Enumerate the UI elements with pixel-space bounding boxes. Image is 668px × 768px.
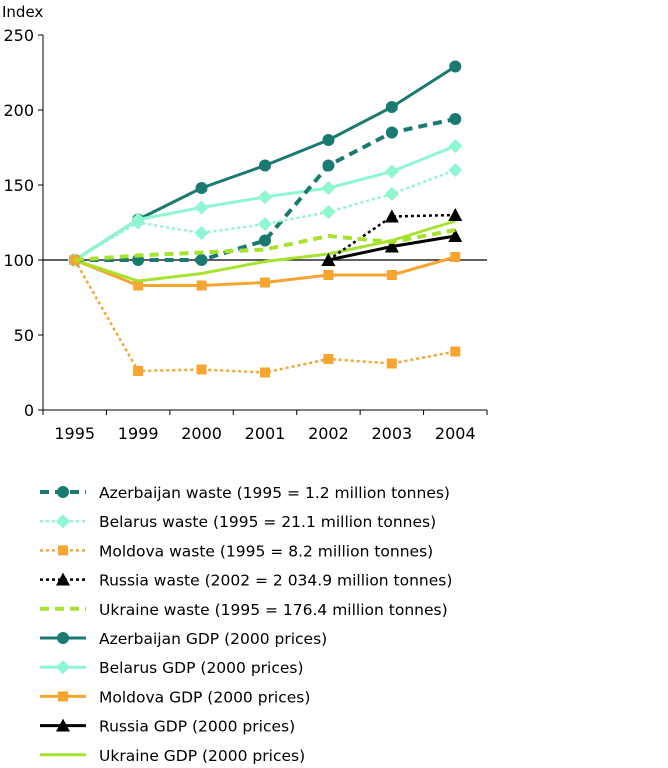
- legend-swatch-marker: [58, 691, 68, 702]
- legend-label: Ukraine waste (1995 = 176.4 million tonn…: [99, 601, 448, 619]
- data-point: [448, 139, 463, 153]
- y-tick-label: 100: [3, 251, 34, 270]
- y-tick-label: 50: [14, 326, 34, 345]
- data-point: [448, 208, 463, 221]
- legend-label: Russia waste (2002 = 2 034.9 million ton…: [99, 572, 452, 590]
- data-point: [259, 159, 271, 172]
- legend-swatch-marker: [56, 514, 70, 529]
- series-line: [327, 213, 456, 262]
- data-point: [321, 181, 336, 195]
- data-point: [449, 60, 462, 73]
- legend-swatch-marker: [58, 545, 68, 556]
- legend-label: Russia GDP (2000 prices): [99, 718, 295, 736]
- legend-label: Azerbaijan waste (1995 = 1.2 million ton…: [99, 484, 450, 502]
- legend-swatch-marker: [56, 660, 70, 675]
- legend-item-8: Russia GDP (2000 prices): [40, 718, 295, 736]
- data-point: [133, 280, 144, 291]
- series-0: [68, 113, 462, 266]
- data-point: [384, 164, 399, 179]
- legend-item-9: Ukraine GDP (2000 prices): [40, 747, 305, 765]
- data-point: [131, 215, 146, 230]
- y-axis-title: Index: [2, 3, 43, 21]
- legend-item-3: Russia waste (2002 = 2 034.9 million ton…: [40, 572, 452, 590]
- legend-item-7: Moldova GDP (2000 prices): [40, 688, 310, 706]
- series-1: [67, 163, 463, 267]
- data-point: [322, 134, 335, 146]
- data-point: [386, 358, 397, 369]
- data-point: [323, 270, 334, 280]
- series-7: [69, 252, 461, 291]
- legend-swatch-marker: [57, 486, 69, 498]
- legend: Azerbaijan waste (1995 = 1.2 million ton…: [40, 484, 452, 765]
- x-tick-label: 2002: [308, 424, 349, 443]
- legend-label: Belarus GDP (2000 prices): [99, 659, 304, 677]
- data-point: [260, 367, 270, 378]
- data-point: [194, 200, 209, 215]
- data-point: [322, 159, 335, 172]
- x-tick-label: 2003: [371, 424, 412, 443]
- series-line: [74, 228, 456, 262]
- data-point: [450, 346, 461, 357]
- legend-item-0: Azerbaijan waste (1995 = 1.2 million ton…: [40, 484, 450, 502]
- x-tick-label: 2004: [435, 424, 476, 443]
- series-3: [321, 208, 463, 266]
- legend-item-2: Moldova waste (1995 = 8.2 million tonnes…: [40, 542, 433, 560]
- data-point: [195, 254, 208, 266]
- y-tick-label: 200: [3, 101, 34, 120]
- legend-label: Moldova GDP (2000 prices): [99, 688, 310, 706]
- legend-label: Belarus waste (1995 = 21.1 million tonne…: [99, 513, 436, 531]
- legend-item-1: Belarus waste (1995 = 21.1 million tonne…: [40, 513, 436, 531]
- data-point: [196, 364, 207, 375]
- series-6: [67, 139, 463, 267]
- x-tick-label: 2000: [181, 424, 222, 443]
- data-point: [258, 217, 272, 231]
- data-point: [260, 277, 270, 288]
- legend-swatch-marker: [56, 572, 70, 586]
- y-tick-label: 250: [3, 26, 34, 45]
- data-point: [448, 163, 463, 177]
- legend-label: Azerbaijan GDP (2000 prices): [99, 630, 327, 648]
- data-point: [323, 354, 334, 364]
- data-point: [449, 113, 462, 125]
- data-point: [133, 366, 144, 376]
- series-line: [73, 259, 456, 374]
- legend-item-5: Azerbaijan GDP (2000 prices): [40, 630, 327, 648]
- data-point: [384, 209, 399, 223]
- data-point: [321, 253, 336, 266]
- legend-label: Ukraine GDP (2000 prices): [99, 747, 305, 765]
- legend-label: Moldova waste (1995 = 8.2 million tonnes…: [99, 542, 433, 560]
- data-point: [258, 190, 272, 204]
- legend-item-6: Belarus GDP (2000 prices): [40, 659, 304, 677]
- y-tick-label: 150: [3, 176, 34, 195]
- data-point: [384, 239, 399, 253]
- data-point: [321, 205, 336, 219]
- data-point: [384, 187, 399, 201]
- data-point: [259, 234, 271, 247]
- data-point: [195, 182, 208, 194]
- series-4: [74, 228, 456, 262]
- data-point: [448, 229, 463, 242]
- data-point: [194, 226, 209, 240]
- data-point: [196, 280, 207, 291]
- x-tick-label: 2001: [245, 424, 286, 443]
- data-point: [385, 126, 398, 139]
- x-tick-label: 1995: [54, 424, 95, 443]
- legend-swatch-marker: [57, 632, 69, 644]
- x-tick-label: 1999: [118, 424, 159, 443]
- legend-item-4: Ukraine waste (1995 = 176.4 million tonn…: [40, 601, 448, 619]
- legend-swatch-marker: [56, 718, 70, 732]
- data-point: [385, 101, 398, 113]
- data-point: [450, 252, 461, 262]
- plot-area: 0 50 100 150 200 250 1995 1999 2000 2001 2002 2003 2…: [3, 26, 488, 443]
- data-point: [386, 270, 397, 280]
- y-tick-label: 0: [24, 401, 34, 420]
